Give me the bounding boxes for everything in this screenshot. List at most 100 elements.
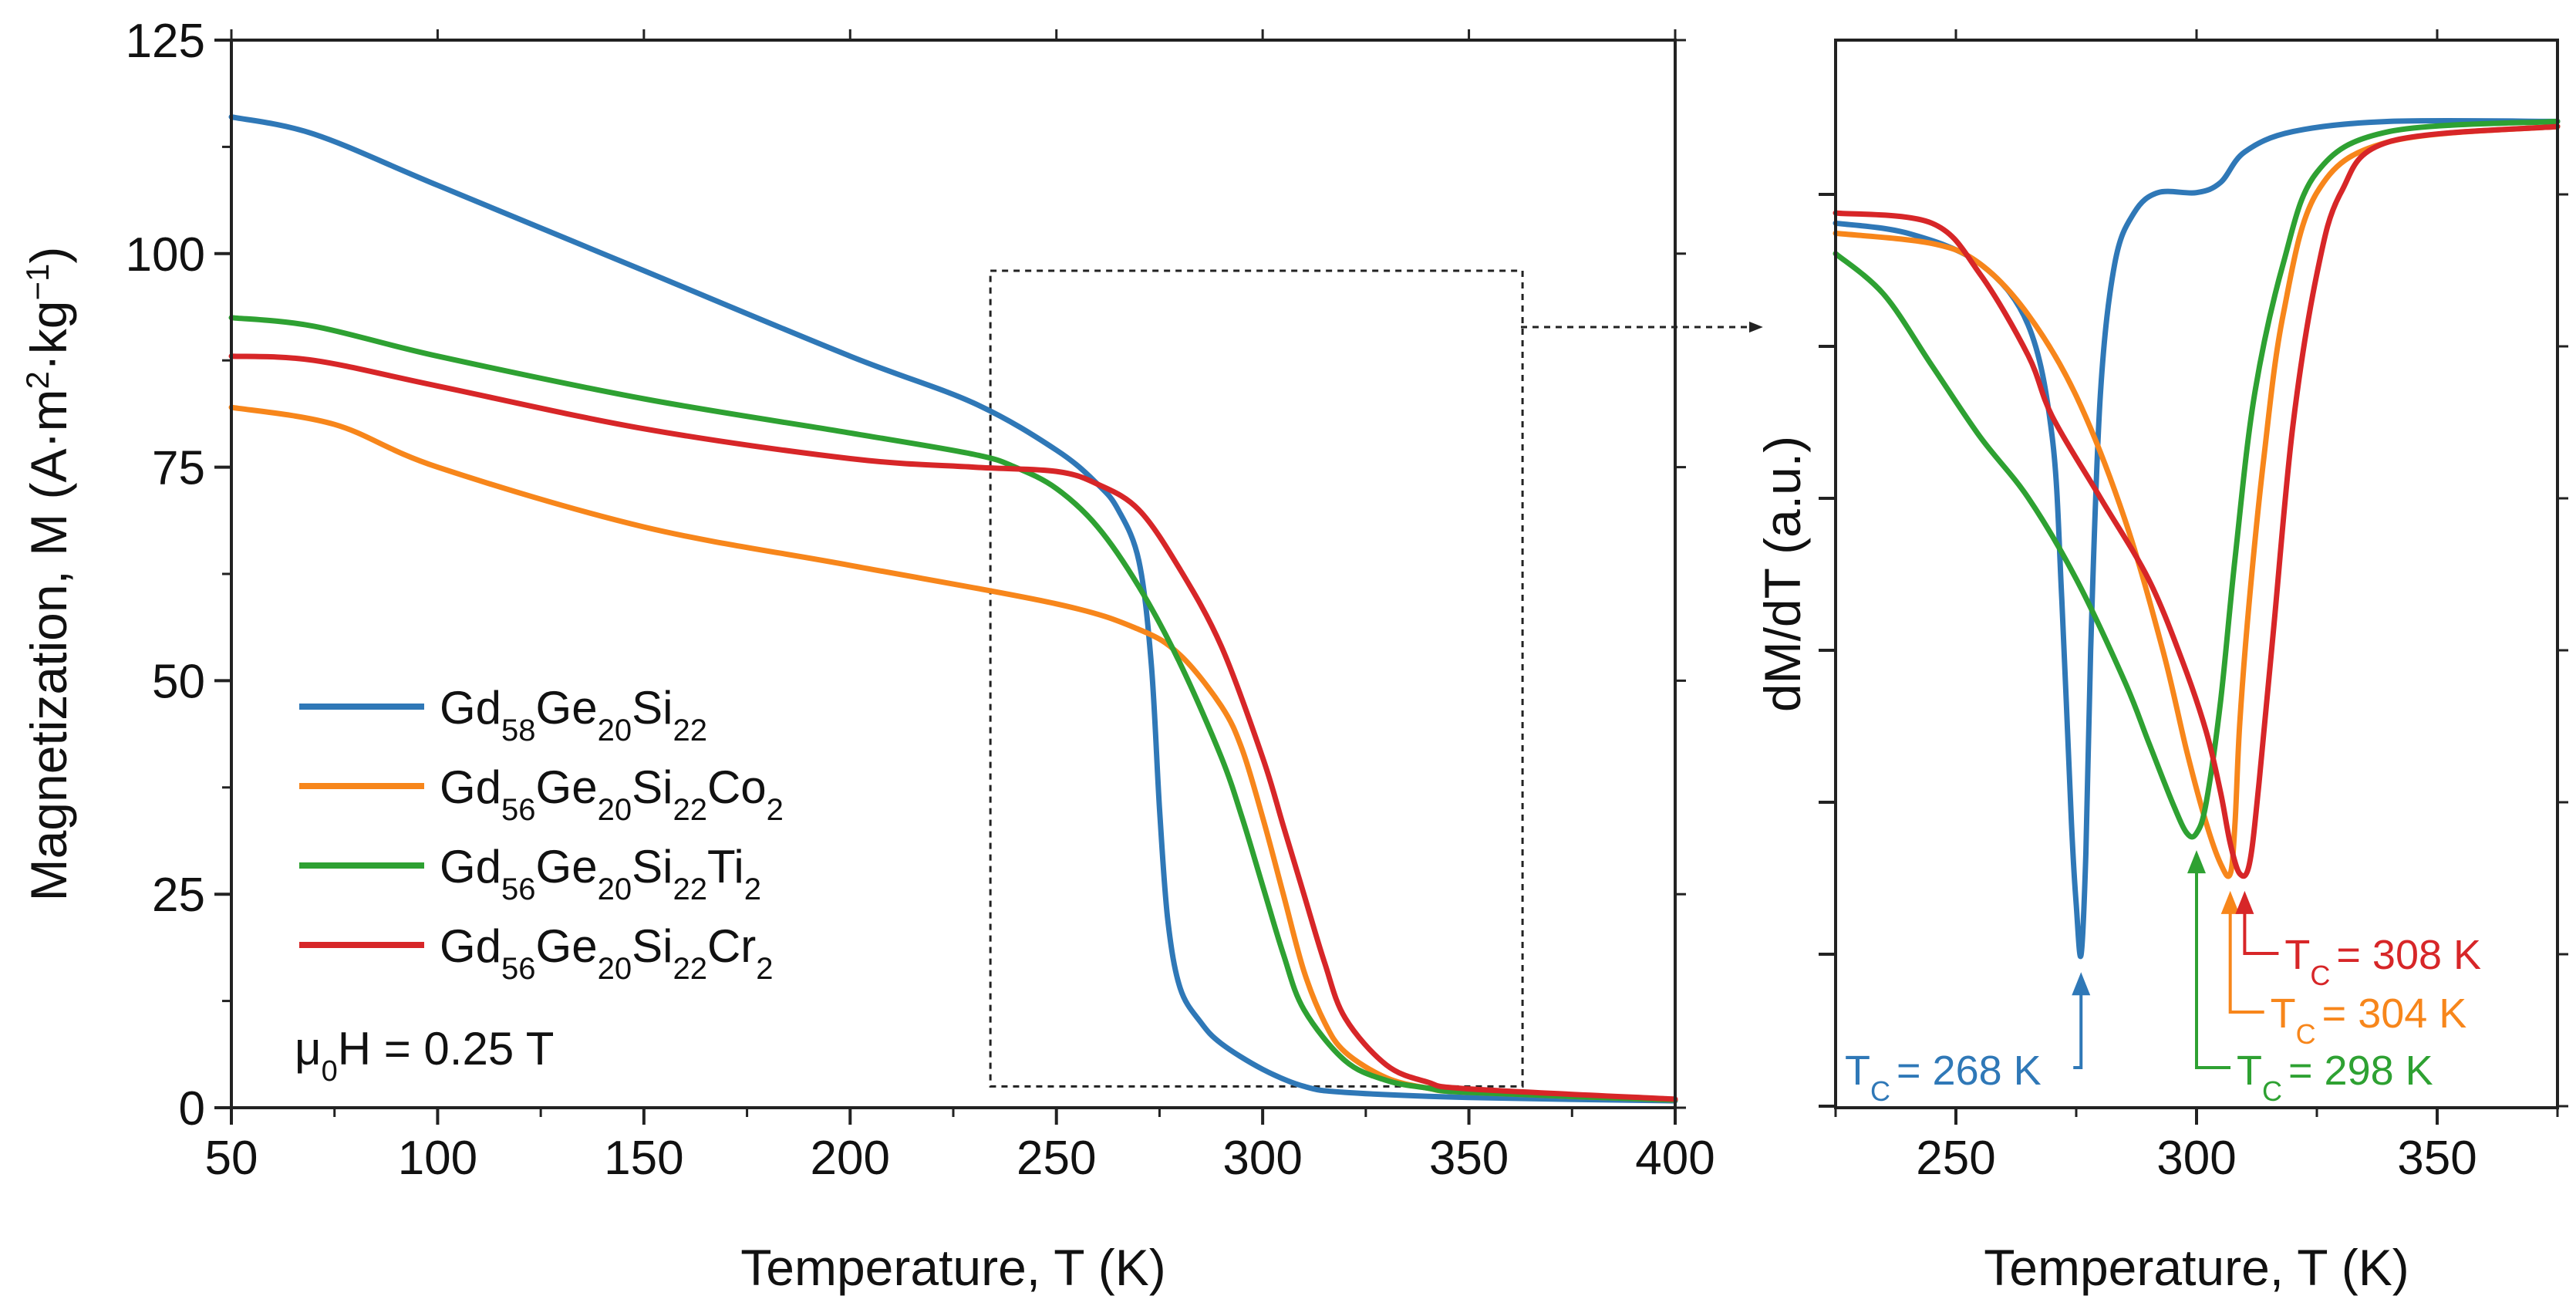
legend-label-part: Ti	[707, 841, 744, 893]
legend-label-part: 22	[673, 714, 707, 747]
deriv-series-line-Gd56Ge20Si22Cr2	[1833, 123, 2561, 879]
x-tick-label: 50	[205, 1132, 258, 1185]
legend-label-part: Ge	[536, 761, 598, 813]
tc-marker: TC = 308 K	[2235, 890, 2481, 991]
x-tick-label: 300	[1222, 1132, 1302, 1185]
tc-label-sub: C	[2296, 1018, 2316, 1050]
x-tick-label: 150	[604, 1132, 683, 1185]
tc-label-T: T	[2271, 990, 2296, 1037]
legend-label: Gd58Ge20Si22	[440, 682, 707, 747]
series-line-Gd56Ge20Si22Ti2	[228, 315, 1678, 1103]
legend-label-part: 22	[673, 872, 707, 906]
tc-label-T: T	[2237, 1048, 2262, 1094]
x-tick-label: 100	[398, 1132, 477, 1185]
tc-marker: TC = 298 K	[2187, 850, 2433, 1107]
field-annotation: μ0H = 0.25 T	[295, 1023, 554, 1088]
y-tick-label: 25	[152, 869, 205, 922]
legend-label-part: Cr	[707, 920, 756, 972]
tc-label-sub: C	[2262, 1075, 2282, 1107]
tc-label-T: T	[1845, 1048, 1870, 1094]
series-line-Gd56Ge20Si22Co2	[228, 404, 1678, 1103]
y-tick-label: 0	[179, 1082, 205, 1135]
legend-label-part: 2	[756, 952, 773, 986]
legend-label-part: 20	[598, 952, 632, 986]
legend-label: Gd56Ge20Si22Ti2	[440, 841, 761, 906]
legend-label-part: Ge	[536, 920, 598, 972]
legend-label: Gd56Ge20Si22Cr2	[440, 920, 774, 986]
tc-label-value: = 304 K	[2322, 990, 2467, 1037]
field-rest: H = 0.25 T	[338, 1023, 555, 1075]
field-mu: μ	[295, 1023, 322, 1075]
deriv-series-line-Gd56Ge20Si22Ti2	[1833, 118, 2561, 840]
field-sub: 0	[322, 1055, 338, 1088]
tc-label-sub: C	[2310, 960, 2330, 991]
series-line-Gd56Ge20Si22Cr2	[228, 353, 1678, 1102]
zoom-box-rect	[989, 269, 1524, 1088]
deriv-x-tick-label: 250	[1916, 1132, 1995, 1185]
y-tick-label: 50	[152, 655, 205, 708]
tc-leader-line	[2243, 910, 2279, 955]
main-y-axis-label: Magnetization, M (A·m2·kg−1)	[19, 247, 78, 902]
main-x-axis-label: Temperature, T (K)	[740, 1239, 1165, 1296]
tc-label-value: = 298 K	[2288, 1048, 2433, 1094]
y-tick-label: 125	[126, 15, 205, 68]
legend-label: Gd56Ge20Si22Co2	[440, 761, 784, 827]
deriv-series-line-Gd56Ge20Si22Co2	[1833, 123, 2561, 879]
legend: Gd58Ge20Si22Gd56Ge20Si22Co2Gd56Ge20Si22T…	[299, 682, 784, 986]
tc-marker: TC = 304 K	[2220, 890, 2467, 1050]
legend-label-part: 22	[673, 952, 707, 986]
x-tick-label: 350	[1429, 1132, 1509, 1185]
ylabel-mid: ·kg	[20, 300, 77, 371]
legend-label-part: Si	[632, 761, 673, 813]
tc-arrowhead	[2072, 972, 2091, 996]
main-plot-frame	[230, 39, 1677, 1109]
legend-label-part: Si	[632, 841, 673, 893]
legend-label-part: 56	[501, 872, 536, 906]
legend-label-part: Gd	[440, 761, 501, 813]
derivative-curves	[1833, 117, 2561, 960]
tc-arrowhead	[2220, 890, 2240, 914]
legend-label-part: Ge	[536, 841, 598, 893]
x-tick-label: 400	[1635, 1132, 1715, 1185]
legend-label-part: 56	[501, 952, 536, 986]
tc-label: TC = 304 K	[2271, 990, 2467, 1050]
tc-label-value: = 268 K	[1897, 1048, 2042, 1094]
deriv-x-tick-label: 350	[2397, 1132, 2477, 1185]
y-tick-label: 75	[152, 442, 205, 495]
tc-label-T: T	[2284, 932, 2310, 978]
derivative-axis-ticks: 250 300 350	[1819, 29, 2568, 1185]
tc-label: TC = 308 K	[2284, 932, 2481, 991]
legend-label-part: Si	[632, 682, 673, 734]
tc-label-sub: C	[1870, 1075, 1890, 1107]
legend-label-part: 20	[598, 793, 632, 827]
legend-label-part: Gd	[440, 920, 501, 972]
magnetization-curves	[228, 114, 1678, 1104]
legend-label-part: 20	[598, 872, 632, 906]
legend-label-part: Si	[632, 920, 673, 972]
derivative-y-axis-label: dM/dT (a.u.)	[1754, 436, 1811, 712]
legend-label-part: 2	[767, 793, 784, 827]
x-tick-label: 250	[1017, 1132, 1096, 1185]
zoom-region-box	[989, 269, 1524, 1088]
legend-label-part: Ge	[536, 682, 598, 734]
legend-label-part: 2	[744, 872, 761, 906]
tc-leader-line	[2195, 870, 2230, 1069]
tc-leader-line	[2073, 992, 2083, 1069]
legend-label-part: 20	[598, 714, 632, 747]
ylabel-sup2: −1	[19, 264, 56, 301]
derivative-chart: 250 300 350 TC = 268 KTC = 304 KTC = 298 KTC =…	[1754, 29, 2568, 1296]
legend-label-part: Gd	[440, 682, 501, 734]
legend-label-part: 56	[501, 793, 536, 827]
tc-label: TC = 268 K	[1845, 1048, 2042, 1107]
tc-label-value: = 308 K	[2336, 932, 2481, 978]
deriv-x-tick-label: 300	[2156, 1132, 2236, 1185]
tc-arrowhead	[2235, 890, 2254, 914]
legend-label-part: 58	[501, 714, 536, 747]
derivative-x-axis-label: Temperature, T (K)	[1984, 1239, 2409, 1296]
ylabel-end: )	[20, 247, 77, 264]
tc-marker: TC = 268 K	[1845, 972, 2091, 1107]
tc-arrowhead	[2187, 850, 2206, 874]
ylabel-sup1: 2	[19, 371, 56, 389]
